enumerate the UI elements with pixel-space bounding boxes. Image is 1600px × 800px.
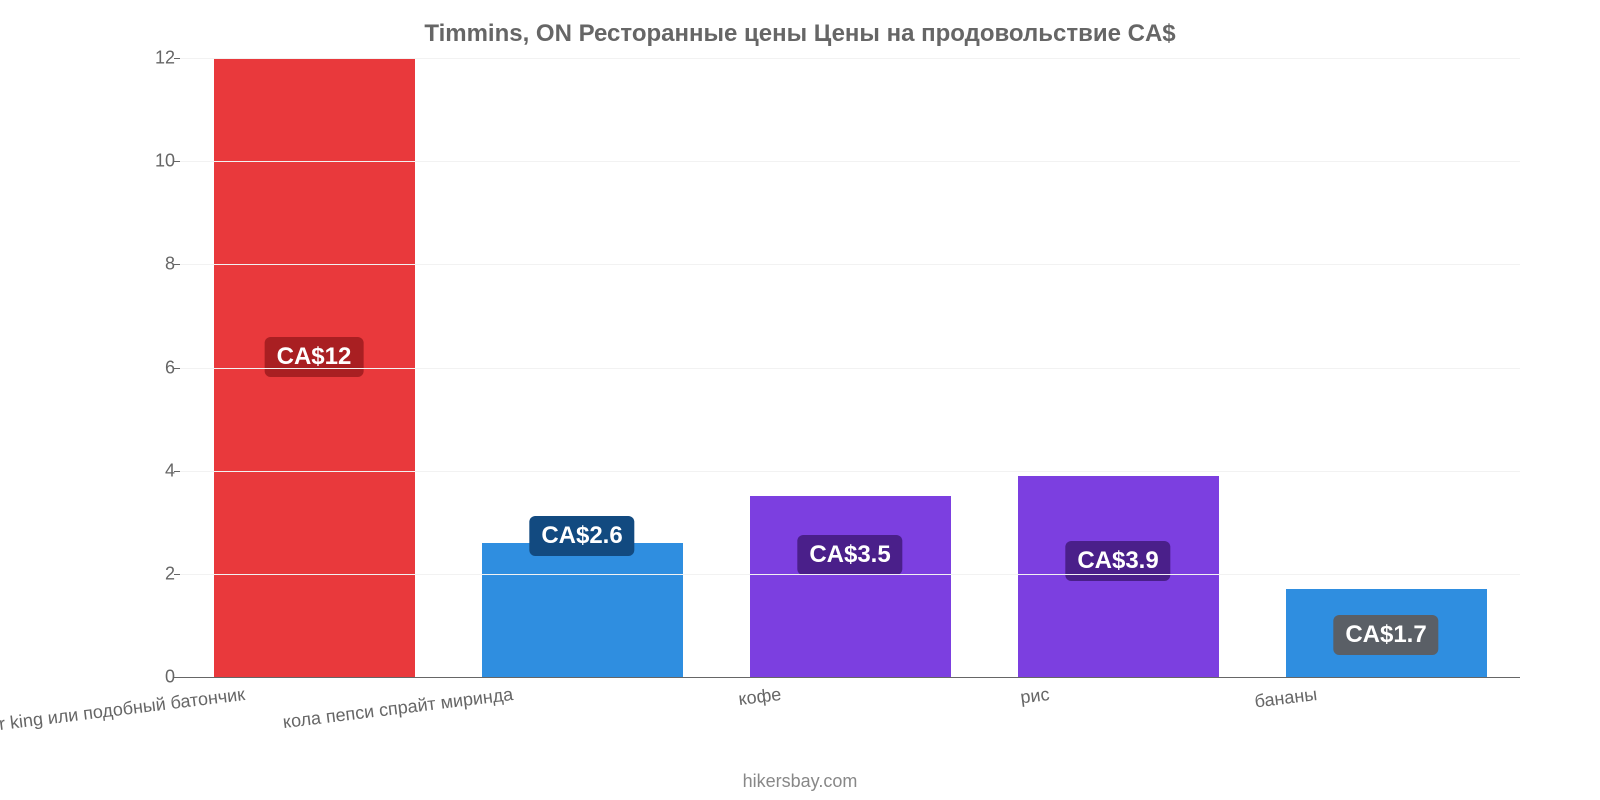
y-tick-label: 6 xyxy=(140,357,175,378)
x-tick-label: рис xyxy=(1019,684,1050,708)
y-tick-label: 4 xyxy=(140,460,175,481)
y-tick-mark xyxy=(174,471,180,472)
bar: CA$3.9 xyxy=(1018,476,1219,677)
grid-line xyxy=(180,368,1520,369)
y-tick-mark xyxy=(174,58,180,59)
value-badge: CA$3.5 xyxy=(797,535,902,575)
grid-line xyxy=(180,264,1520,265)
y-tick-label: 10 xyxy=(140,151,175,172)
y-tick-mark xyxy=(174,161,180,162)
x-axis-labels: mac burger king или подобный батончиккол… xyxy=(180,678,1520,738)
y-tick-label: 0 xyxy=(140,667,175,688)
value-badge: CA$12 xyxy=(265,337,364,377)
y-tick-label: 12 xyxy=(140,48,175,69)
y-tick-label: 2 xyxy=(140,563,175,584)
grid-line xyxy=(180,161,1520,162)
grid-line xyxy=(180,471,1520,472)
bar: CA$2.6 xyxy=(482,543,683,677)
x-tick-label: бананы xyxy=(1253,684,1318,712)
x-tick-label: mac burger king или подобный батончик xyxy=(0,684,246,745)
chart-title: Timmins, ON Ресторанные цены Цены на про… xyxy=(40,20,1560,48)
y-tick-mark xyxy=(174,264,180,265)
x-tick-label: кола пепси спрайт миринда xyxy=(282,684,515,733)
value-badge: CA$2.6 xyxy=(529,516,634,556)
y-tick-mark xyxy=(174,574,180,575)
grid-line xyxy=(180,58,1520,59)
y-tick-label: 8 xyxy=(140,254,175,275)
plot-area: CA$12CA$2.6CA$3.5CA$3.9CA$1.7 024681012 xyxy=(180,58,1520,678)
bar: CA$3.5 xyxy=(750,496,951,677)
value-badge: CA$1.7 xyxy=(1333,615,1438,655)
bar: CA$1.7 xyxy=(1286,589,1487,677)
y-tick-mark xyxy=(174,368,180,369)
chart-footer: hikersbay.com xyxy=(0,771,1600,792)
x-tick-label: кофе xyxy=(737,684,782,710)
price-bar-chart: Timmins, ON Ресторанные цены Цены на про… xyxy=(0,0,1600,800)
grid-line xyxy=(180,574,1520,575)
